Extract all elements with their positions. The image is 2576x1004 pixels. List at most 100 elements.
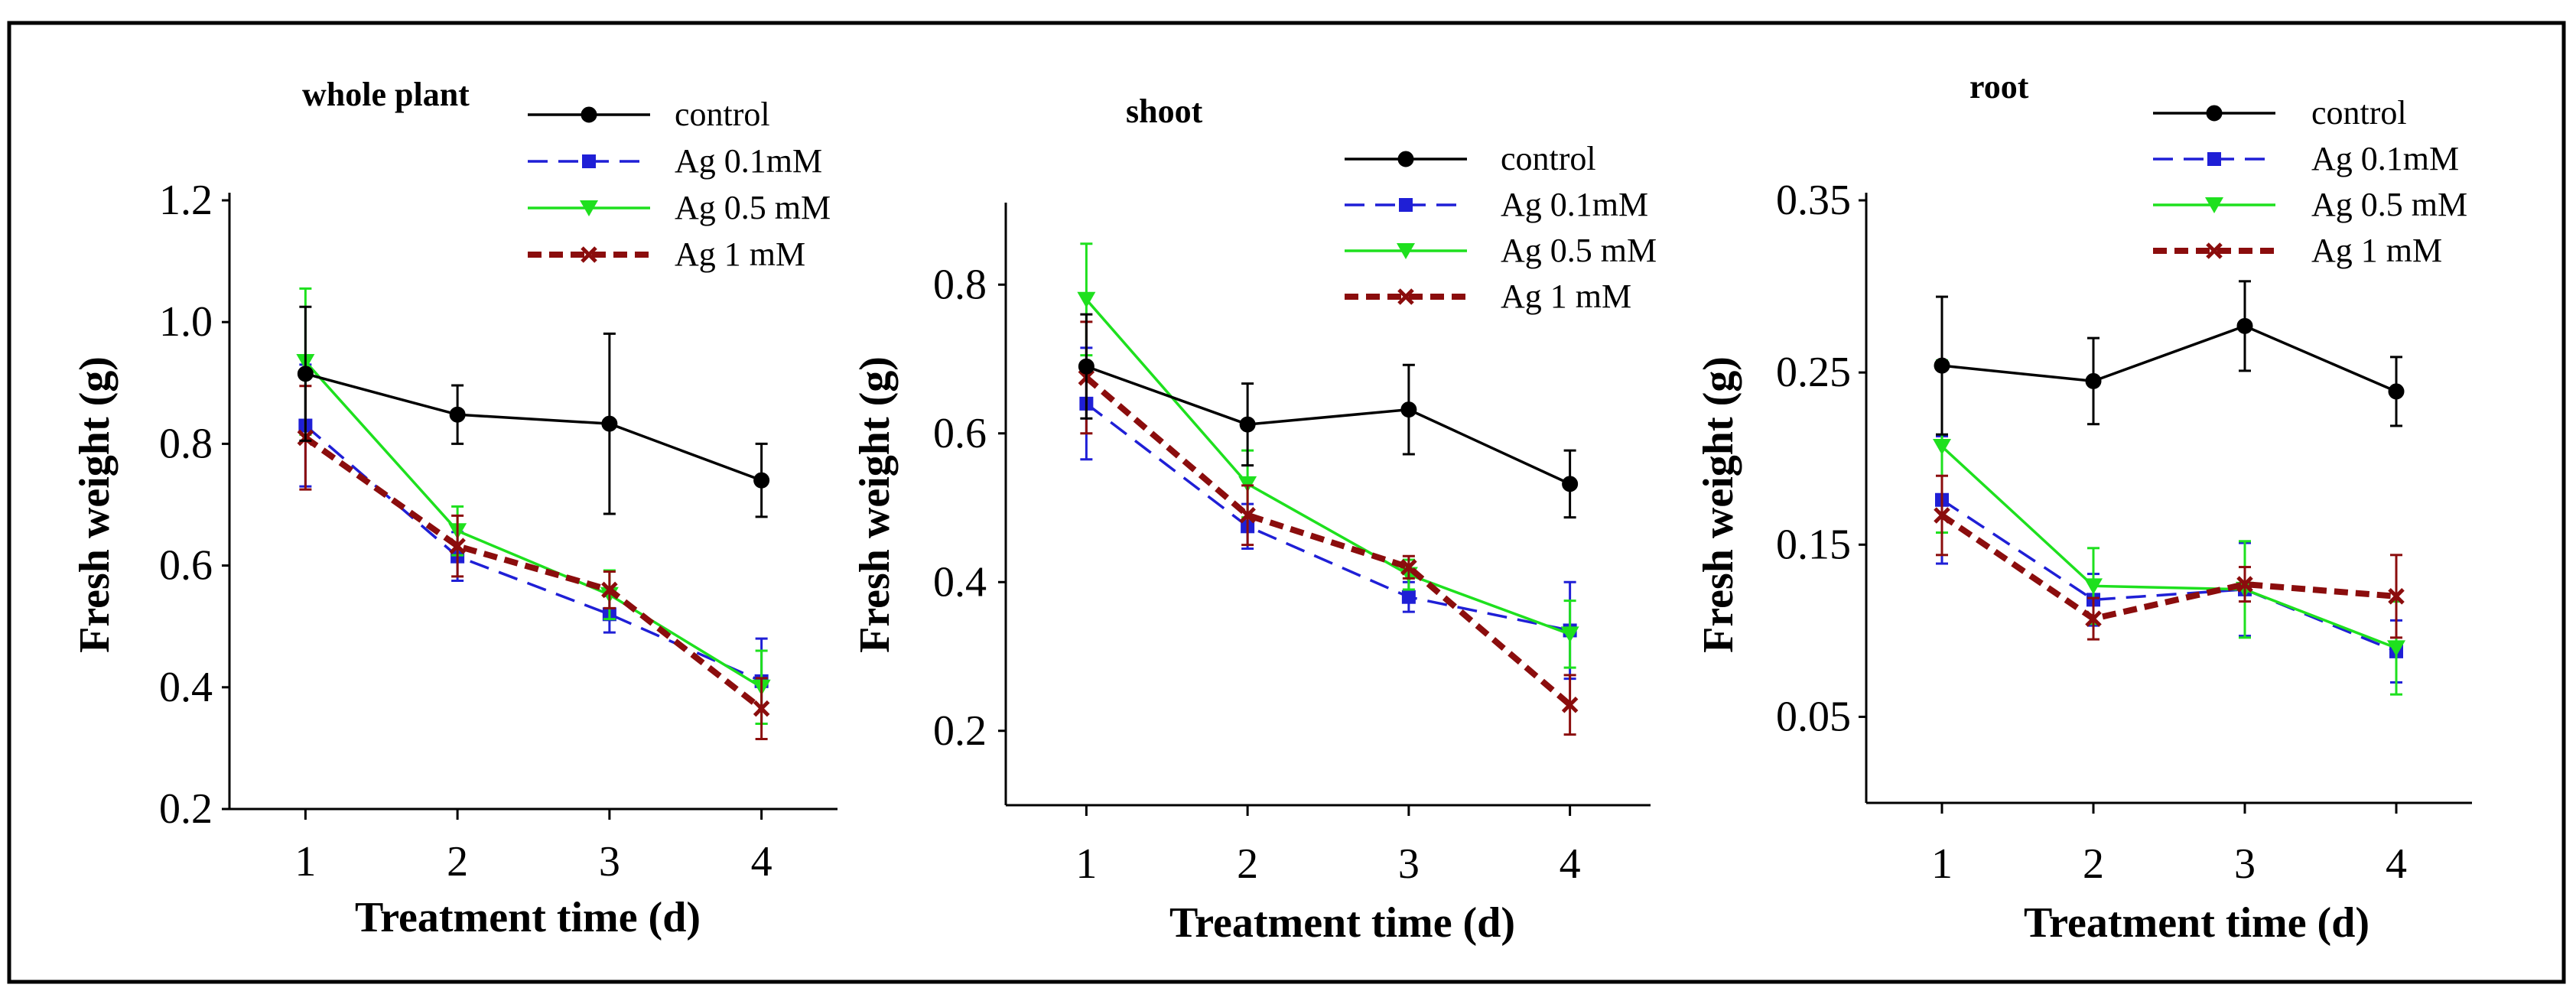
data-point <box>2085 372 2102 389</box>
panel-title: whole plant <box>302 76 470 113</box>
legend: control Ag 0.1mM Ag 0.5 mM Ag 1 mM <box>528 96 831 273</box>
data-point <box>2236 317 2253 334</box>
panel-whole-plant: whole plant Fresh weight (g) Treatment t… <box>71 76 838 941</box>
y-tick-label: 0.2 <box>159 785 213 833</box>
data-point <box>1401 590 1416 604</box>
series-line <box>304 360 763 689</box>
data-point <box>581 246 597 263</box>
data-point <box>1239 506 1256 524</box>
y-tick-label: 0.05 <box>1776 693 1851 740</box>
data-point <box>2387 640 2405 657</box>
series-ag-0-1mm <box>1079 346 1577 681</box>
x-tick-label: 4 <box>751 838 772 885</box>
plot-area: 0.2 0.4 0.6 0.8 1.0 1.2 1 2 3 4 <box>159 177 838 885</box>
legend-item: Ag 0.5 mM <box>528 189 831 226</box>
series-line <box>304 372 763 482</box>
x-tick-label: 4 <box>1560 840 1581 888</box>
data-point <box>601 581 618 599</box>
data-point <box>2206 105 2223 122</box>
legend-label: Ag 0.5 mM <box>675 189 831 226</box>
y-tick-label: 0.6 <box>159 542 213 590</box>
legend-label: Ag 0.1mM <box>2311 140 2459 177</box>
series-control <box>297 305 770 518</box>
legend-item: Ag 0.5 mM <box>2153 186 2467 223</box>
data-point <box>1397 151 1414 167</box>
series-line <box>1085 402 1570 632</box>
series-control <box>1934 280 2405 436</box>
legend-label: Ag 1 mM <box>2311 232 2442 269</box>
x-axis-label: Treatment time (d) <box>355 894 701 941</box>
data-point <box>297 366 314 382</box>
legend-item: Ag 0.5 mM <box>1345 232 1657 269</box>
data-point <box>2388 383 2405 400</box>
x-tick-label: 4 <box>2386 840 2407 888</box>
data-point <box>1934 507 1950 524</box>
series-ag-0-5-mm <box>1933 359 2405 696</box>
legend-item: control <box>1345 140 1596 177</box>
legend-item: control <box>2153 94 2407 132</box>
data-point <box>1561 696 1579 713</box>
y-axis-label: Fresh weight (g) <box>851 356 899 653</box>
panel-shoot: shoot Fresh weight (g) Treatment time (d… <box>851 93 1657 947</box>
y-tick-label: 0.6 <box>933 410 987 457</box>
panel-title: shoot <box>1126 93 1203 130</box>
plot-area: 0.05 0.15 0.25 0.35 1 2 3 4 <box>1776 177 2472 888</box>
x-tick-label: 1 <box>1075 840 1097 888</box>
y-tick-label: 0.8 <box>933 261 987 308</box>
data-point <box>2084 578 2103 595</box>
legend: control Ag 0.1mM Ag 0.5 mM Ag 1 mM <box>1345 140 1657 315</box>
legend-item: Ag 0.1mM <box>528 142 822 180</box>
data-point <box>2236 576 2253 593</box>
series-line <box>1941 499 2397 653</box>
data-point <box>1078 358 1094 375</box>
legend-label: Ag 0.1mM <box>1501 186 1648 223</box>
legend-label: control <box>2311 94 2407 132</box>
series-line <box>1085 298 1571 635</box>
data-point <box>2085 610 2102 627</box>
y-tick-label: 0.35 <box>1776 177 1851 224</box>
x-axis-label: Treatment time (d) <box>1169 899 1515 947</box>
data-point <box>449 538 466 554</box>
x-tick-label: 2 <box>447 838 468 885</box>
x-tick-label: 1 <box>294 838 316 885</box>
legend-label: Ag 0.1mM <box>675 142 822 180</box>
legend-label: control <box>675 96 770 133</box>
legend-label: Ag 0.5 mM <box>1501 232 1657 269</box>
x-tick-label: 3 <box>1398 840 1420 888</box>
series-line <box>304 424 763 683</box>
series-line <box>1084 375 1573 707</box>
legend-item: Ag 1 mM <box>2153 232 2442 269</box>
series-line <box>1940 445 2397 650</box>
y-tick-label: 0.4 <box>933 558 987 606</box>
legend-label: Ag 1 mM <box>1501 278 1631 315</box>
data-point <box>2206 242 2223 259</box>
data-point <box>1397 288 1414 305</box>
y-tick-label: 0.15 <box>1776 521 1851 568</box>
series-line <box>304 435 764 711</box>
legend-item: Ag 0.1mM <box>1345 186 1648 223</box>
x-tick-label: 3 <box>2234 840 2256 888</box>
y-tick-label: 0.25 <box>1776 349 1851 396</box>
data-point <box>1934 357 1950 374</box>
data-point <box>1933 438 1951 455</box>
data-point <box>1399 198 1413 212</box>
data-point <box>1397 243 1415 259</box>
legend-item: Ag 1 mM <box>1345 278 1631 315</box>
legend-label: Ag 0.5 mM <box>2311 186 2467 223</box>
legend-label: Ag 1 mM <box>675 236 805 273</box>
legend: control Ag 0.1mM Ag 0.5 mM Ag 1 mM <box>2153 94 2467 269</box>
series-line <box>1941 324 2397 393</box>
legend-label: control <box>1501 140 1596 177</box>
series-ag-1-mm <box>1934 474 2405 641</box>
panel-title: root <box>1969 68 2029 106</box>
data-point <box>753 700 770 717</box>
y-tick-label: 0.4 <box>159 664 213 711</box>
x-tick-label: 3 <box>599 838 620 885</box>
x-tick-label: 2 <box>2083 840 2104 888</box>
data-point <box>581 106 597 123</box>
data-point <box>2207 152 2221 166</box>
data-point <box>1400 401 1417 418</box>
panel-root: root Fresh weight (g) Treatment time (d)… <box>1695 68 2472 947</box>
y-axis-label: Fresh weight (g) <box>1695 356 1742 653</box>
